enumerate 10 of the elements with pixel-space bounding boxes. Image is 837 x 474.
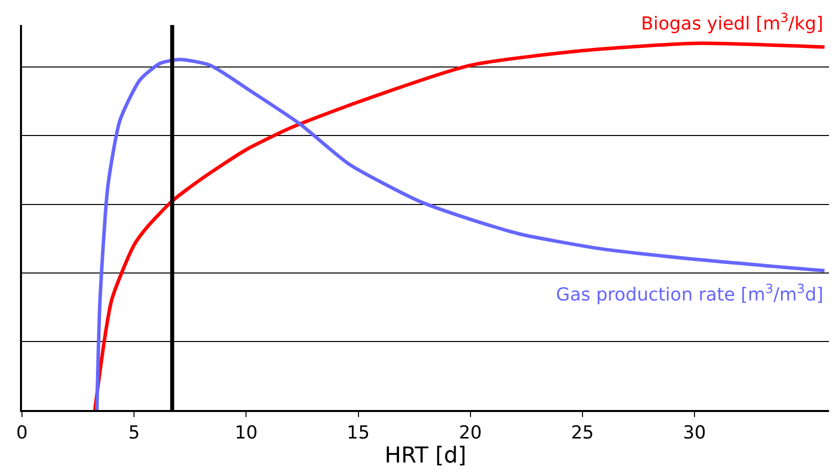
x-tick-label: 20 <box>458 422 482 444</box>
series-label: Biogas yiedl [m$^{3}$/kg] <box>641 10 824 35</box>
x-tick-label: 10 <box>234 422 258 444</box>
x-tick-label: 25 <box>570 422 594 444</box>
x-tick-label: 5 <box>128 422 140 444</box>
x-axis-title: HRT [d] <box>384 444 466 469</box>
x-tick-label: 0 <box>16 422 28 444</box>
x-tick-label: 30 <box>683 422 706 444</box>
x-tick-label: 15 <box>346 422 370 444</box>
series-label: Gas production rate [m$^{3}$/m$^{3}$d] <box>556 281 824 306</box>
